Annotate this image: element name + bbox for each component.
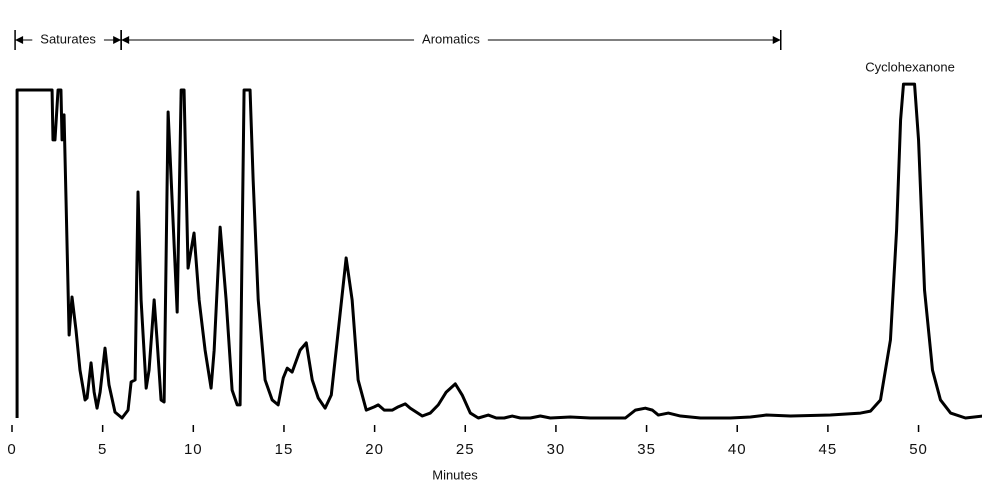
x-tick-label: 5 [98, 441, 107, 458]
trace [15, 82, 982, 420]
x-tick-label: 30 [547, 441, 566, 458]
label-bg [32, 32, 104, 48]
bracket-arrow [121, 36, 130, 44]
x-tick-label: 10 [184, 441, 203, 458]
bracket-arrow [772, 36, 781, 44]
label-bg [414, 32, 488, 48]
bracket-arrow [15, 36, 24, 44]
bracket-label: Aromatics [422, 31, 480, 46]
bracket-label: Saturates [40, 31, 96, 46]
x-tick-label: 15 [275, 441, 294, 458]
x-tick-label: 0 [7, 441, 16, 458]
x-tick-label: 25 [456, 441, 475, 458]
x-axis-label: Minutes [432, 467, 478, 482]
x-tick-label: 20 [365, 441, 384, 458]
x-tick-label: 50 [909, 441, 928, 458]
x-tick-label: 45 [819, 441, 838, 458]
x-tick-label: 35 [637, 441, 656, 458]
peak-label: Cyclohexanone [865, 59, 955, 74]
bracket-arrow [113, 36, 122, 44]
x-tick-label: 40 [728, 441, 747, 458]
